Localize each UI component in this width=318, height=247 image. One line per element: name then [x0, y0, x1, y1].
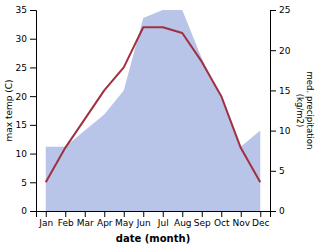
tick: 20 — [270, 46, 291, 56]
tick: Sep — [194, 211, 211, 228]
tick: May — [115, 211, 134, 228]
tick-label: 35 — [16, 5, 27, 15]
tick-mark — [104, 211, 105, 217]
axis-line — [30, 11, 37, 212]
chart: Jan FebMarAprMayJun Jul AugSepOctNovDec 0 5 10… — [0, 0, 318, 247]
tick-mark — [30, 10, 36, 11]
tick: 10 — [270, 126, 291, 136]
tick: Apr — [97, 211, 113, 228]
tick-mark — [270, 90, 276, 91]
background — [0, 0, 318, 247]
tick-label: Apr — [97, 218, 113, 228]
tick-label: 5 — [279, 166, 285, 176]
tick-label: Jan — [38, 218, 53, 228]
tick-mark — [202, 211, 203, 217]
tick-mark — [270, 171, 276, 172]
tick-label: 25 — [279, 5, 290, 15]
tick-label: Feb — [58, 218, 74, 228]
tick: 15 — [16, 120, 36, 130]
y-axis: 0 5 10 15 20 25 30 35 — [16, 5, 37, 216]
tick: Oct — [214, 211, 230, 228]
x-axis-title: date (month) — [116, 233, 190, 244]
y2-axis-title: med. precipitation(kg/m2) — [295, 72, 315, 150]
tick: 25 — [16, 63, 36, 73]
tick-mark — [143, 211, 144, 217]
tick-mark — [124, 211, 125, 217]
tick-mark — [241, 211, 242, 217]
tick: Dec — [252, 211, 269, 228]
tick: 5 — [270, 166, 285, 176]
tick-label: 30 — [16, 34, 28, 44]
tick-label: Oct — [214, 218, 230, 228]
tick-label: Aug — [174, 218, 192, 228]
tick-label: May — [115, 218, 134, 228]
tick: 35 — [16, 5, 36, 15]
area — [46, 10, 261, 211]
tick: 0 — [270, 206, 285, 216]
tick: Jan — [38, 211, 53, 228]
tick: 0 — [21, 206, 36, 216]
tick: Aug — [174, 211, 192, 228]
tick-label: Dec — [252, 218, 269, 228]
tick-mark — [30, 154, 36, 155]
tick-mark — [65, 211, 66, 217]
tick-mark — [270, 50, 276, 51]
tick-mark — [46, 211, 47, 217]
axis-line — [37, 212, 271, 218]
tick: Jun — [136, 211, 151, 228]
tick: 5 — [21, 178, 36, 188]
tick-mark — [30, 39, 36, 40]
tick-mark — [270, 131, 276, 132]
tick-label: Nov — [232, 218, 250, 228]
tick: 10 — [16, 149, 36, 159]
tick-label: 5 — [21, 178, 27, 188]
tick-label: Sep — [194, 218, 211, 228]
tick-mark — [85, 211, 86, 217]
y-axis-title: max temp (C) — [4, 79, 14, 141]
tick-mark — [30, 182, 36, 183]
tick: Nov — [232, 211, 250, 228]
tick: 25 — [270, 5, 290, 15]
tick-label: 10 — [279, 126, 291, 136]
tick-mark — [270, 10, 276, 11]
tick: Mar — [77, 211, 94, 228]
tick-mark — [30, 67, 36, 68]
tick-mark — [30, 211, 36, 212]
tick-label: Jun — [136, 218, 151, 228]
tick-mark — [221, 211, 222, 217]
tick-label: 0 — [279, 206, 285, 216]
tick-label: 20 — [16, 92, 28, 102]
tick-label: Jul — [157, 218, 169, 228]
tick-label: Mar — [77, 218, 94, 228]
tick-label: 10 — [16, 149, 28, 159]
tick-label: 25 — [16, 63, 27, 73]
x-axis: Jan FebMarAprMayJun Jul AugSepOctNovDec — [37, 211, 271, 228]
tick-mark — [182, 211, 183, 217]
tick-label: 0 — [21, 206, 27, 216]
marks — [46, 10, 261, 211]
tick-label: 15 — [279, 86, 290, 96]
plot: Jan FebMarAprMayJun Jul AugSepOctNovDec 0 5 10… — [4, 5, 315, 244]
tick: 20 — [16, 92, 36, 102]
tick-label: 20 — [279, 46, 291, 56]
tick: 15 — [270, 86, 290, 96]
tick: Feb — [58, 211, 74, 228]
line — [46, 27, 261, 182]
tick-mark — [30, 125, 36, 126]
axis-line — [271, 11, 277, 212]
y2-axis: 0 5 10 15 20 25 — [270, 5, 291, 216]
tick-mark — [30, 96, 36, 97]
tick-mark — [260, 211, 261, 217]
tick-label: 15 — [16, 120, 27, 130]
tick: 30 — [16, 34, 36, 44]
tick-mark — [270, 211, 276, 212]
tick: Jul — [157, 211, 169, 228]
tick-mark — [163, 211, 164, 217]
